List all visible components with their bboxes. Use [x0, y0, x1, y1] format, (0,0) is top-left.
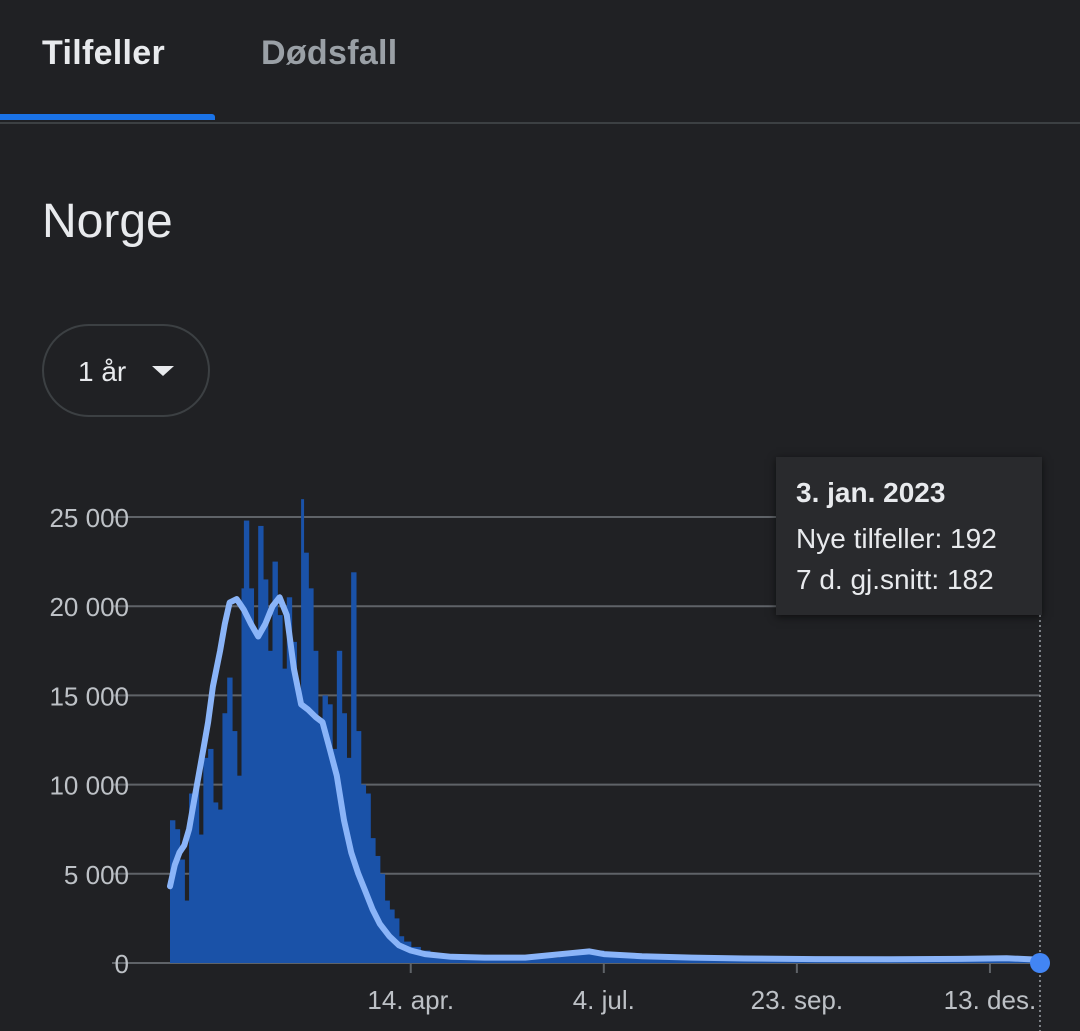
bar — [429, 954, 440, 963]
bar — [472, 958, 498, 963]
tooltip-average-value: 182 — [946, 564, 994, 595]
tooltip-average-label: 7 d. gj.snitt: — [796, 564, 940, 595]
bar — [603, 954, 643, 963]
time-range-dropdown[interactable]: 1 år — [42, 324, 210, 417]
tab-deaths[interactable]: Dødsfall — [261, 34, 398, 72]
bar — [365, 793, 371, 963]
bar — [379, 873, 386, 963]
chart-tooltip: 3. jan. 2023 Nye tilfeller: 192 7 d. gj.… — [776, 457, 1042, 615]
bar — [236, 775, 243, 963]
y-tick-label: 25 000 — [49, 503, 129, 533]
bar — [322, 695, 328, 963]
bar — [296, 695, 302, 963]
x-tick-label: 23. sep. — [751, 985, 844, 1015]
bar — [370, 838, 376, 963]
bar — [262, 579, 269, 963]
tooltip-average: 7 d. gj.snitt: 182 — [796, 564, 994, 596]
bar — [341, 713, 347, 963]
bar — [355, 731, 362, 963]
bar — [277, 615, 283, 963]
bar — [174, 829, 181, 963]
bar — [332, 748, 338, 963]
time-range-value: 1 år — [78, 356, 127, 387]
bar — [253, 632, 259, 963]
x-tick-label: 13. des. — [944, 985, 1037, 1015]
bar — [360, 784, 367, 963]
y-tick-label: 20 000 — [49, 592, 129, 622]
dropdown-caret-icon — [152, 366, 174, 376]
bar — [170, 820, 176, 963]
bar — [243, 520, 250, 963]
y-tick-label: 5 000 — [64, 860, 129, 890]
y-tick-label: 15 000 — [49, 681, 129, 711]
bar — [227, 677, 233, 963]
bar — [248, 588, 255, 963]
bar — [179, 859, 185, 963]
y-tick-label: 0 — [115, 949, 129, 979]
bar — [301, 499, 305, 963]
bar — [317, 722, 324, 963]
bar — [267, 650, 274, 963]
tooltip-new-cases-label: Nye tilfeller: — [796, 523, 943, 554]
bar — [198, 834, 204, 963]
bar — [272, 561, 278, 963]
bar — [286, 597, 293, 963]
bar — [439, 955, 452, 963]
bar — [193, 784, 200, 963]
average-line — [167, 594, 1043, 963]
tooltip-date: 3. jan. 2023 — [796, 477, 946, 508]
y-tick-label: 10 000 — [49, 771, 129, 801]
tooltip-new-cases-value: 192 — [950, 523, 997, 554]
bar — [558, 954, 583, 963]
x-tick-label: 4. jul. — [573, 985, 635, 1015]
bar — [241, 588, 245, 963]
bar — [351, 572, 357, 963]
bar — [374, 855, 381, 963]
bar — [258, 525, 264, 963]
bar — [308, 588, 314, 963]
bar — [222, 713, 228, 963]
selected-point-marker — [1030, 953, 1050, 973]
tooltip-new-cases: Nye tilfeller: 192 — [796, 523, 997, 555]
bar — [189, 793, 195, 963]
bar — [525, 957, 560, 963]
active-tab-indicator — [0, 114, 215, 120]
tab-bar: Tilfeller Dødsfall — [0, 0, 1080, 124]
bar — [346, 757, 352, 963]
tab-cases[interactable]: Tilfeller — [42, 34, 166, 72]
bar — [231, 731, 238, 963]
bar — [303, 552, 309, 963]
bar — [282, 668, 288, 963]
bar — [496, 958, 526, 963]
bar — [451, 957, 474, 963]
x-tick-label: 14. apr. — [367, 985, 454, 1015]
cases-chart[interactable]: 0 5 000 10 000 15 000 20 000 25 000 14. apr. 4.… — [0, 440, 1080, 1031]
bar — [184, 900, 190, 963]
region-title: Norge — [42, 195, 173, 248]
bar — [212, 802, 219, 963]
bar — [327, 704, 333, 963]
bar — [208, 748, 214, 963]
bar — [217, 809, 224, 963]
bar — [291, 641, 297, 963]
bar — [410, 946, 421, 963]
bar — [203, 757, 209, 963]
bar — [313, 650, 319, 963]
